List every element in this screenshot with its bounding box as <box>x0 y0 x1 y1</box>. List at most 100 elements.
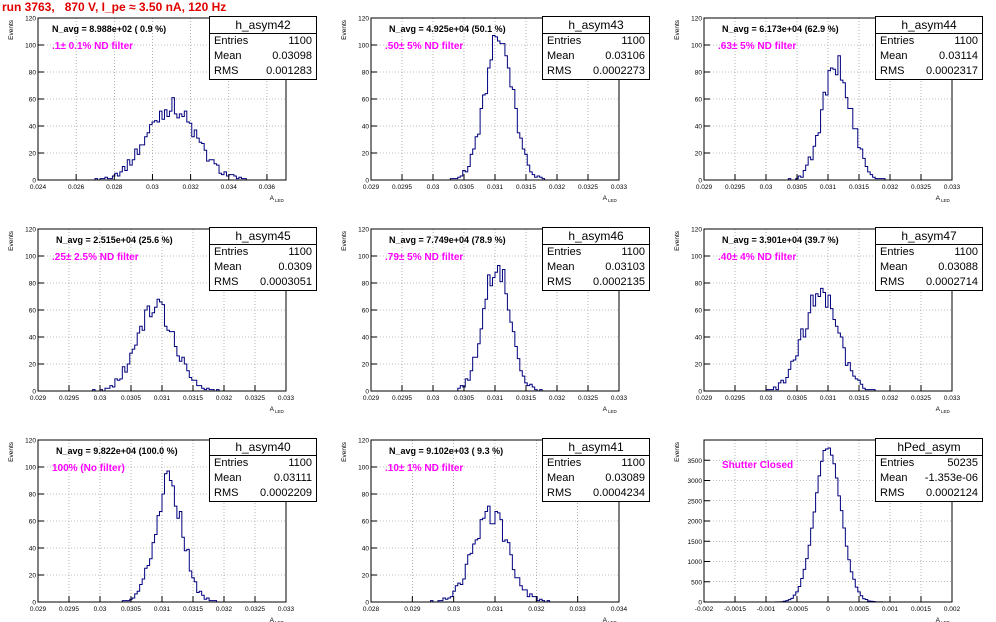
x-axis-label: A <box>936 406 941 413</box>
y-tick-label: 60 <box>695 97 703 104</box>
stats-row-entries: Entries 1100 <box>543 456 649 471</box>
x-tick-label: 0.0325 <box>245 606 265 613</box>
y-tick-label: 120 <box>358 16 369 23</box>
stats-row-mean: Mean 0.03088 <box>876 260 982 275</box>
stats-box: hPed_asym Entries 50235 Mean -1.353e-06 RMS 0.… <box>875 438 983 502</box>
stats-box-title: h_asym46 <box>543 228 649 245</box>
stats-value: 0.03111 <box>273 472 312 484</box>
x-tick-label: -0.002 <box>695 606 714 613</box>
x-tick-label: 0.032 <box>882 395 899 402</box>
filter-annotation: .1± 0.1% ND filter <box>52 41 134 52</box>
x-tick-label: 0.031 <box>487 606 504 613</box>
stats-row-entries: Entries 1100 <box>543 245 649 260</box>
y-tick-label: 120 <box>25 227 36 234</box>
stats-row-mean: Mean 0.03103 <box>543 260 649 275</box>
y-tick-label: 80 <box>362 281 370 288</box>
x-tick-label: 0.031 <box>820 184 837 191</box>
y-tick-label: 2000 <box>688 519 703 526</box>
y-tick-label: 100 <box>691 254 702 261</box>
y-tick-label: 120 <box>358 227 369 234</box>
stats-row-entries: Entries 1100 <box>876 245 982 260</box>
stats-label: RMS <box>547 487 572 499</box>
y-tick-label: 120 <box>691 227 702 234</box>
x-axis-label: A <box>270 406 275 413</box>
stats-label: Entries <box>880 246 915 258</box>
x-axis-label-sub: LED <box>941 409 951 414</box>
x-axis-label: A <box>936 617 941 622</box>
y-axis-label: Events <box>341 441 348 462</box>
x-tick-label: 0.03 <box>146 184 159 191</box>
y-tick-label: 500 <box>691 579 702 586</box>
filter-annotation: .79± 5% ND filter <box>385 252 464 263</box>
histogram-panel-h_asym42: 0.024 0.026 0.028 0.03 0.032 0.034 0.036 0 20 40 6… <box>8 16 317 203</box>
y-tick-label: 60 <box>29 97 37 104</box>
x-tick-label: 0.0325 <box>245 395 265 402</box>
x-tick-label: 0.0305 <box>454 184 474 191</box>
stats-label: Entries <box>214 35 249 47</box>
x-tick-label: 0.0305 <box>787 184 807 191</box>
y-tick-label: 80 <box>29 70 37 77</box>
x-tick-label: 0.0295 <box>725 184 745 191</box>
stats-box: h_asym46 Entries 1100 Mean 0.03103 RMS 0.00021… <box>542 227 650 291</box>
x-axis-label-sub: LED <box>275 620 285 622</box>
stats-label: Entries <box>547 35 582 47</box>
histogram-plot: -0.002 -0.0015 -0.001 -0.0005 0 0.0005 0.001 0.… <box>674 439 961 622</box>
x-tick-label: 0.032 <box>528 606 545 613</box>
x-tick-label: 0.032 <box>216 395 233 402</box>
x-tick-label: 0.03 <box>427 184 440 191</box>
stats-row-entries: Entries 1100 <box>876 34 982 49</box>
x-tick-label: 0.001 <box>882 606 899 613</box>
y-tick-label: 100 <box>358 254 369 261</box>
histogram-plot: 0.029 0.0295 0.03 0.0305 0.031 0.0315 0.032 0.0… <box>8 227 295 415</box>
stats-value: 0.0002209 <box>260 487 312 499</box>
y-tick-label: 1000 <box>688 559 703 566</box>
x-tick-label: 0.033 <box>611 395 628 402</box>
x-tick-label: -0.0015 <box>724 606 746 613</box>
stats-box-title: h_asym47 <box>876 228 982 245</box>
y-tick-label: 40 <box>362 335 370 342</box>
x-tick-label: 0.031 <box>487 184 504 191</box>
stats-value: 1100 <box>288 35 312 47</box>
stats-box: h_asym43 Entries 1100 Mean 0.03106 RMS 0.00022… <box>542 16 650 80</box>
stats-row-rms: RMS 0.0002273 <box>543 64 649 79</box>
x-tick-label: 0.0325 <box>911 184 931 191</box>
stats-row-entries: Entries 1100 <box>543 34 649 49</box>
stats-value: 1100 <box>621 457 645 469</box>
x-axis-label-sub: LED <box>608 409 618 414</box>
stats-label: Entries <box>214 246 249 258</box>
stats-row-rms: RMS 0.0002209 <box>210 486 316 501</box>
stats-label: RMS <box>214 65 239 77</box>
x-tick-label: 0.031 <box>154 606 171 613</box>
x-axis-label: A <box>603 195 608 202</box>
x-tick-label: 0.0295 <box>392 184 412 191</box>
stats-label: RMS <box>880 276 905 288</box>
stats-label: Mean <box>547 472 575 484</box>
y-tick-label: 100 <box>358 465 369 472</box>
stats-label: RMS <box>214 487 239 499</box>
y-tick-label: 40 <box>362 124 370 131</box>
stats-row-rms: RMS 0.0002135 <box>543 275 649 290</box>
stats-box: h_asym47 Entries 1100 Mean 0.03088 RMS 0.00027… <box>875 227 983 291</box>
x-tick-label: 0.0325 <box>578 184 598 191</box>
y-tick-label: 100 <box>25 254 36 261</box>
y-tick-label: 120 <box>358 438 369 445</box>
y-tick-label: 20 <box>695 151 703 158</box>
y-tick-label: 20 <box>362 151 370 158</box>
y-tick-label: 20 <box>362 362 370 369</box>
x-tick-label: 0.029 <box>696 184 713 191</box>
histogram-plot: 0.029 0.0295 0.03 0.0305 0.031 0.0315 0.032 0.0… <box>674 227 961 415</box>
y-tick-label: 60 <box>29 308 37 315</box>
x-tick-label: 0.033 <box>570 606 587 613</box>
stats-row-mean: Mean 0.0309 <box>210 260 316 275</box>
stats-row-rms: RMS 0.0004234 <box>543 486 649 501</box>
y-tick-label: 0 <box>365 178 369 185</box>
stats-label: Entries <box>880 457 915 469</box>
y-tick-label: 20 <box>29 573 37 580</box>
n-avg-label: N_avg = 9.822e+04 (100.0 %) <box>56 446 178 456</box>
histogram-line <box>38 97 286 181</box>
stats-label: Entries <box>214 457 249 469</box>
y-tick-label: 100 <box>691 43 702 50</box>
stats-box: h_asym40 Entries 1100 Mean 0.03111 RMS 0.00022… <box>209 438 317 502</box>
filter-annotation: .10± 1% ND filter <box>385 463 464 474</box>
x-tick-label: 0.029 <box>363 184 380 191</box>
